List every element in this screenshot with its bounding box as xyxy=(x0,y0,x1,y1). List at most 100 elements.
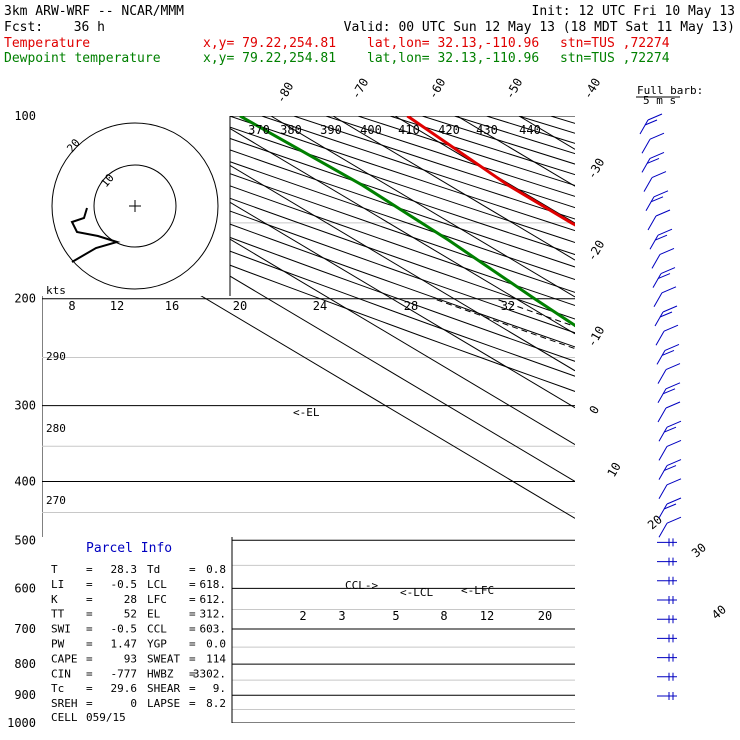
wind-barb-flag xyxy=(649,151,665,159)
wind-barb-staff xyxy=(658,503,668,519)
wind-barb-staff xyxy=(654,311,664,327)
parcel-value: 28.3 xyxy=(111,563,138,576)
wind-barb-flag xyxy=(654,234,668,241)
ccl-marker: CCL-> xyxy=(345,579,378,592)
wind-barb-flag xyxy=(649,132,665,140)
wind-barb xyxy=(657,557,677,566)
valid-time: Valid: 00 UTC Sun 12 May 13 (18 MDT Sat … xyxy=(344,20,735,35)
wind-barb-flag xyxy=(650,196,664,203)
dry-adiabat-450 xyxy=(518,116,575,134)
hodograph-ring-20 xyxy=(51,122,219,290)
wind-barb xyxy=(658,497,682,519)
legend-dewpoint-latlon: lat,lon= 32.13,-110.96 xyxy=(367,51,539,66)
parcel-row-t: T = 28.3 Td = 0.8 xyxy=(51,563,226,576)
pressure-label-300: 300 xyxy=(14,399,36,413)
parcel-value: 0.8 xyxy=(206,563,226,576)
parcel-value: 603. xyxy=(200,623,227,636)
wind-barb-staff xyxy=(651,254,661,269)
moist-adiabat-20 xyxy=(703,299,740,723)
wind-barb-flag xyxy=(663,465,677,472)
parcel-row-swi: SWI = -0.5 CCL = 603. xyxy=(51,623,226,636)
parcel-row-li: LI = -0.5 LCL = 618. xyxy=(51,578,226,591)
dry-adiabat-440 xyxy=(486,116,575,144)
parcel-value: -0.5 xyxy=(111,623,138,636)
wind-barb xyxy=(657,401,681,423)
wind-barb-flag xyxy=(661,286,677,294)
wind-barb-flag xyxy=(660,267,676,275)
pressure-label-600: 600 xyxy=(14,581,36,595)
wind-barb-flag xyxy=(663,324,679,332)
wind-barb xyxy=(657,538,677,547)
parcel-info-background xyxy=(42,537,232,723)
parcel-value: 9. xyxy=(213,682,226,695)
mixing-ratio-upper-label-12: 12 xyxy=(110,299,124,313)
dry-adiabat-340 xyxy=(165,116,575,256)
dewpoint-curve xyxy=(239,116,575,328)
wind-barb xyxy=(657,653,677,662)
wind-barb-flag xyxy=(666,478,682,486)
wind-barb xyxy=(657,634,677,643)
pressure-label-1000: 1000 xyxy=(7,716,36,730)
mixing-ratio-lower-label-3: 3 xyxy=(338,609,345,623)
wind-barb-flag xyxy=(651,171,667,179)
mixing-ratio-upper-label-24: 24 xyxy=(313,299,327,313)
wind-barb-flag xyxy=(666,420,682,428)
parcel-eq: = xyxy=(189,652,196,665)
wind-barb-staff xyxy=(652,273,662,288)
theta-label-430: 430 xyxy=(476,123,498,137)
parcel-eq: = xyxy=(86,623,93,636)
wind-barb-flag xyxy=(655,209,671,217)
parcel-eq: = xyxy=(189,638,196,651)
mixing-ratio-upper-label-16: 16 xyxy=(165,299,179,313)
parcel-key: Td xyxy=(147,563,160,576)
pressure-label-700: 700 xyxy=(14,622,36,636)
isotherm-label--80: -80 xyxy=(273,80,296,106)
pressure-label-900: 900 xyxy=(14,688,36,702)
isotherm-label-40: 40 xyxy=(709,602,729,622)
parcel-eq: = xyxy=(86,652,93,665)
wind-barb-flag xyxy=(663,426,677,433)
wind-barb-staff xyxy=(641,158,651,173)
wind-barb xyxy=(641,132,665,154)
parcel-eq: = xyxy=(189,593,196,606)
mixing-ratio-upper-label-20: 20 xyxy=(233,299,247,313)
parcel-key: LCL xyxy=(147,578,167,591)
isotherm--70 xyxy=(332,116,575,261)
mixing-ratio-lower-label-5: 5 xyxy=(392,609,399,623)
theta-left-label-290: 290 xyxy=(46,350,66,363)
theta-label-420: 420 xyxy=(438,123,460,137)
wind-barb xyxy=(657,382,681,404)
parcel-key: SWEAT xyxy=(147,652,180,665)
wind-barb xyxy=(641,151,665,173)
parcel-eq: = xyxy=(189,682,196,695)
dry-adiabat-250 xyxy=(42,179,575,377)
parcel-value: 8.2 xyxy=(206,697,226,710)
parcel-eq: = xyxy=(86,563,93,576)
parcel-row-sreh: SREH = 0 LAPSE = 8.2 xyxy=(51,697,226,710)
wind-barb xyxy=(658,516,682,538)
parcel-row-cin: CIN = -777 HWBZ =3302. xyxy=(51,667,226,680)
wind-barbs xyxy=(636,96,682,700)
wind-barb-staff xyxy=(656,350,666,365)
wind-barb-staff xyxy=(641,138,651,154)
pressure-label-400: 400 xyxy=(14,474,36,488)
wind-barb-flag xyxy=(663,503,677,510)
parcel-row-cape: CAPE = 93 SWEAT = 114 xyxy=(51,652,226,665)
wind-barb-staff xyxy=(658,465,668,480)
forecast-label: Fcst: xyxy=(4,20,43,35)
wind-barb-flag xyxy=(661,349,675,356)
pressure-label-800: 800 xyxy=(14,657,36,671)
isotherm-label--70: -70 xyxy=(348,76,371,102)
dry-adiabat-420 xyxy=(422,116,575,165)
parcel-eq: = xyxy=(189,563,196,576)
parcel-eq: = xyxy=(86,682,93,695)
barb-legend-value: 5 m s xyxy=(643,94,676,107)
parcel-key: LFC xyxy=(147,593,167,606)
wind-barb-staff xyxy=(658,484,668,500)
parcel-key: CIN xyxy=(51,667,71,680)
legend-temperature-latlon: lat,lon= 32.13,-110.96 xyxy=(367,36,539,51)
isotherm-label--10: -10 xyxy=(584,324,607,350)
parcel-value: 1.47 xyxy=(111,638,138,651)
wind-barb-staff xyxy=(655,330,665,346)
wind-barb xyxy=(643,171,667,192)
